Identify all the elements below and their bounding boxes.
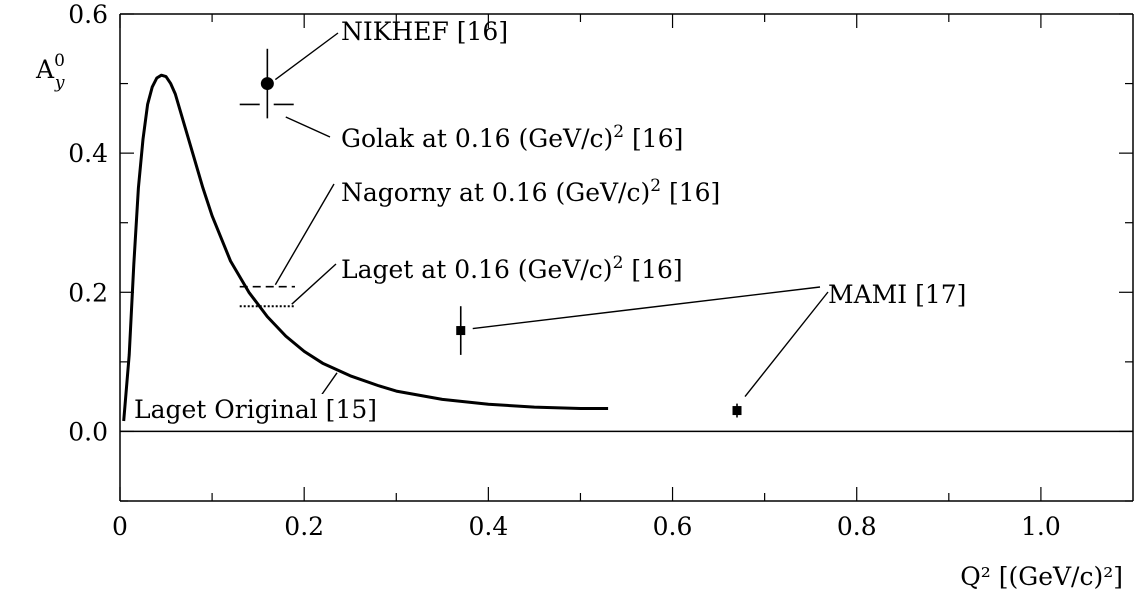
nikhef-point xyxy=(260,77,274,91)
x-axis-label: Q² [(GeV/c)²] xyxy=(960,562,1123,591)
y-tick-label: 0.2 xyxy=(68,278,108,307)
y-tick-label: 0.4 xyxy=(68,139,108,168)
theory-marks xyxy=(239,103,295,308)
y-axis-label-sub: y xyxy=(54,73,65,93)
annotation-mami: MAMI [17] xyxy=(828,280,966,309)
axis-ticks xyxy=(119,13,1133,502)
annotation-nagorny-text: Nagorny at 0.16 (GeV/c) xyxy=(341,178,650,207)
x-tick-label: 0.6 xyxy=(653,512,693,541)
y-tick-label: 0.0 xyxy=(68,417,108,446)
laget-original-line xyxy=(122,73,609,422)
x-tick-label: 0 xyxy=(112,512,128,541)
annotation-leader-lines xyxy=(274,32,829,401)
x-tick-label: 0.8 xyxy=(837,512,877,541)
laget-leader xyxy=(291,263,337,305)
annotation-nikhef: NIKHEF [16] xyxy=(341,17,508,46)
mami-point-1 xyxy=(456,326,466,336)
y-axis-label-sup: 0 xyxy=(54,51,65,71)
y-axis-label-main: A xyxy=(35,55,55,84)
annotation-laget-sup: 2 xyxy=(613,253,624,273)
annotation-golak-sup: 2 xyxy=(613,122,624,142)
annotation-golak-suffix: [16] xyxy=(624,124,683,153)
mami-point-2 xyxy=(732,406,742,416)
annotation-laget-suffix: [16] xyxy=(623,255,682,284)
x-tick-label: 1.0 xyxy=(1021,512,1061,541)
golak-leader xyxy=(285,116,331,138)
laget-original-curve xyxy=(122,73,609,422)
annotation-golak: Golak at 0.16 (GeV/c)2 [16] xyxy=(341,122,683,153)
y-tick-label: 0.6 xyxy=(68,0,108,29)
nagorny-leader xyxy=(274,183,335,286)
x-tick-label: 0.4 xyxy=(468,512,508,541)
annotation-nagorny-suffix: [16] xyxy=(661,178,720,207)
y-axis-label: A0 y xyxy=(35,51,65,93)
annotation-laget-original: Laget Original [15] xyxy=(134,395,377,424)
mami-leader-2 xyxy=(744,291,829,397)
mami-leader-1 xyxy=(472,286,821,330)
plot-frame xyxy=(119,13,1134,502)
annotation-golak-text: Golak at 0.16 (GeV/c) xyxy=(341,124,613,153)
axis-tick-labels: 0 0.2 0.4 0.6 0.8 1.0 0.0 0.2 0.4 0.6 xyxy=(68,0,1061,541)
annotation-laget: Laget at 0.16 (GeV/c)2 [16] xyxy=(341,253,683,284)
x-tick-label: 0.2 xyxy=(284,512,324,541)
nikhef-leader xyxy=(274,32,339,81)
annotation-laget-text: Laget at 0.16 (GeV/c) xyxy=(341,255,613,284)
annotation-nagorny-sup: 2 xyxy=(650,176,661,196)
data-points xyxy=(260,48,742,418)
laget-original-label-bg xyxy=(132,394,388,426)
annotation-nagorny: Nagorny at 0.16 (GeV/c)2 [16] xyxy=(341,176,720,207)
